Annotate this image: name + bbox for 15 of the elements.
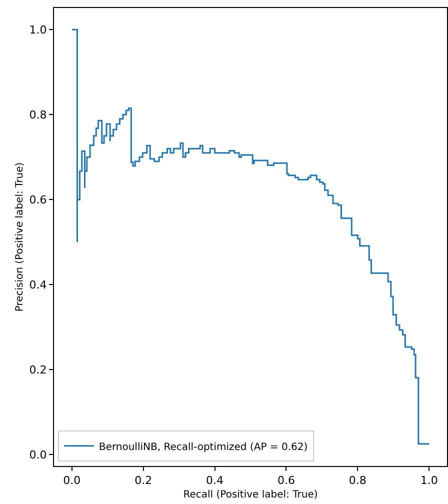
y-tick-label: 0.6 (29, 193, 47, 206)
x-tick-label: 0.6 (277, 474, 295, 488)
y-tick-label: 0.2 (29, 363, 47, 376)
x-axis-title: Recall (Positive label: True) (183, 490, 318, 501)
y-tick-label: 0.4 (29, 278, 47, 292)
x-tick-label: 0.4 (206, 474, 224, 488)
y-tick-label: 0.0 (29, 448, 47, 462)
x-tick-label: 1.0 (420, 474, 438, 488)
y-tick-label: 0.8 (29, 108, 47, 122)
y-tick-label: 1.0 (29, 24, 47, 37)
x-tick-label: 0.0 (63, 474, 81, 488)
x-tick-label: 0.8 (348, 474, 366, 488)
legend-label: BernoulliNB, Recall-optimized (AP = 0.62) (98, 442, 308, 453)
y-axis-title: Precision (Positive label: True) (14, 162, 26, 312)
x-tick-label: 0.2 (134, 474, 152, 488)
